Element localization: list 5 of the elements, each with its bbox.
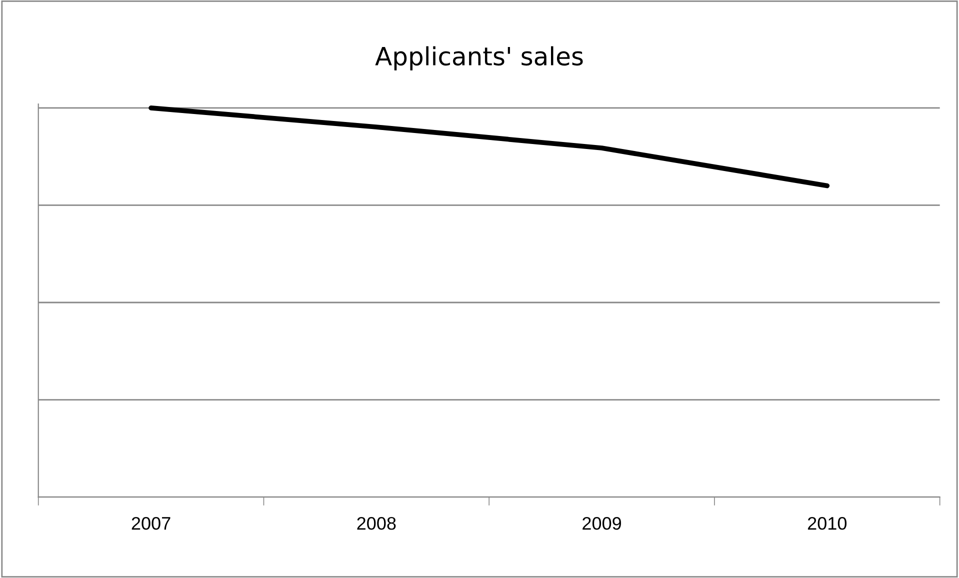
x-tick-label: 2010 [808,517,847,530]
x-tick-label: 2009 [582,517,621,530]
chart-title: Applicants' sales [375,46,583,70]
x-tick-label: 2007 [132,517,170,530]
x-tick-label: 2008 [357,517,396,530]
